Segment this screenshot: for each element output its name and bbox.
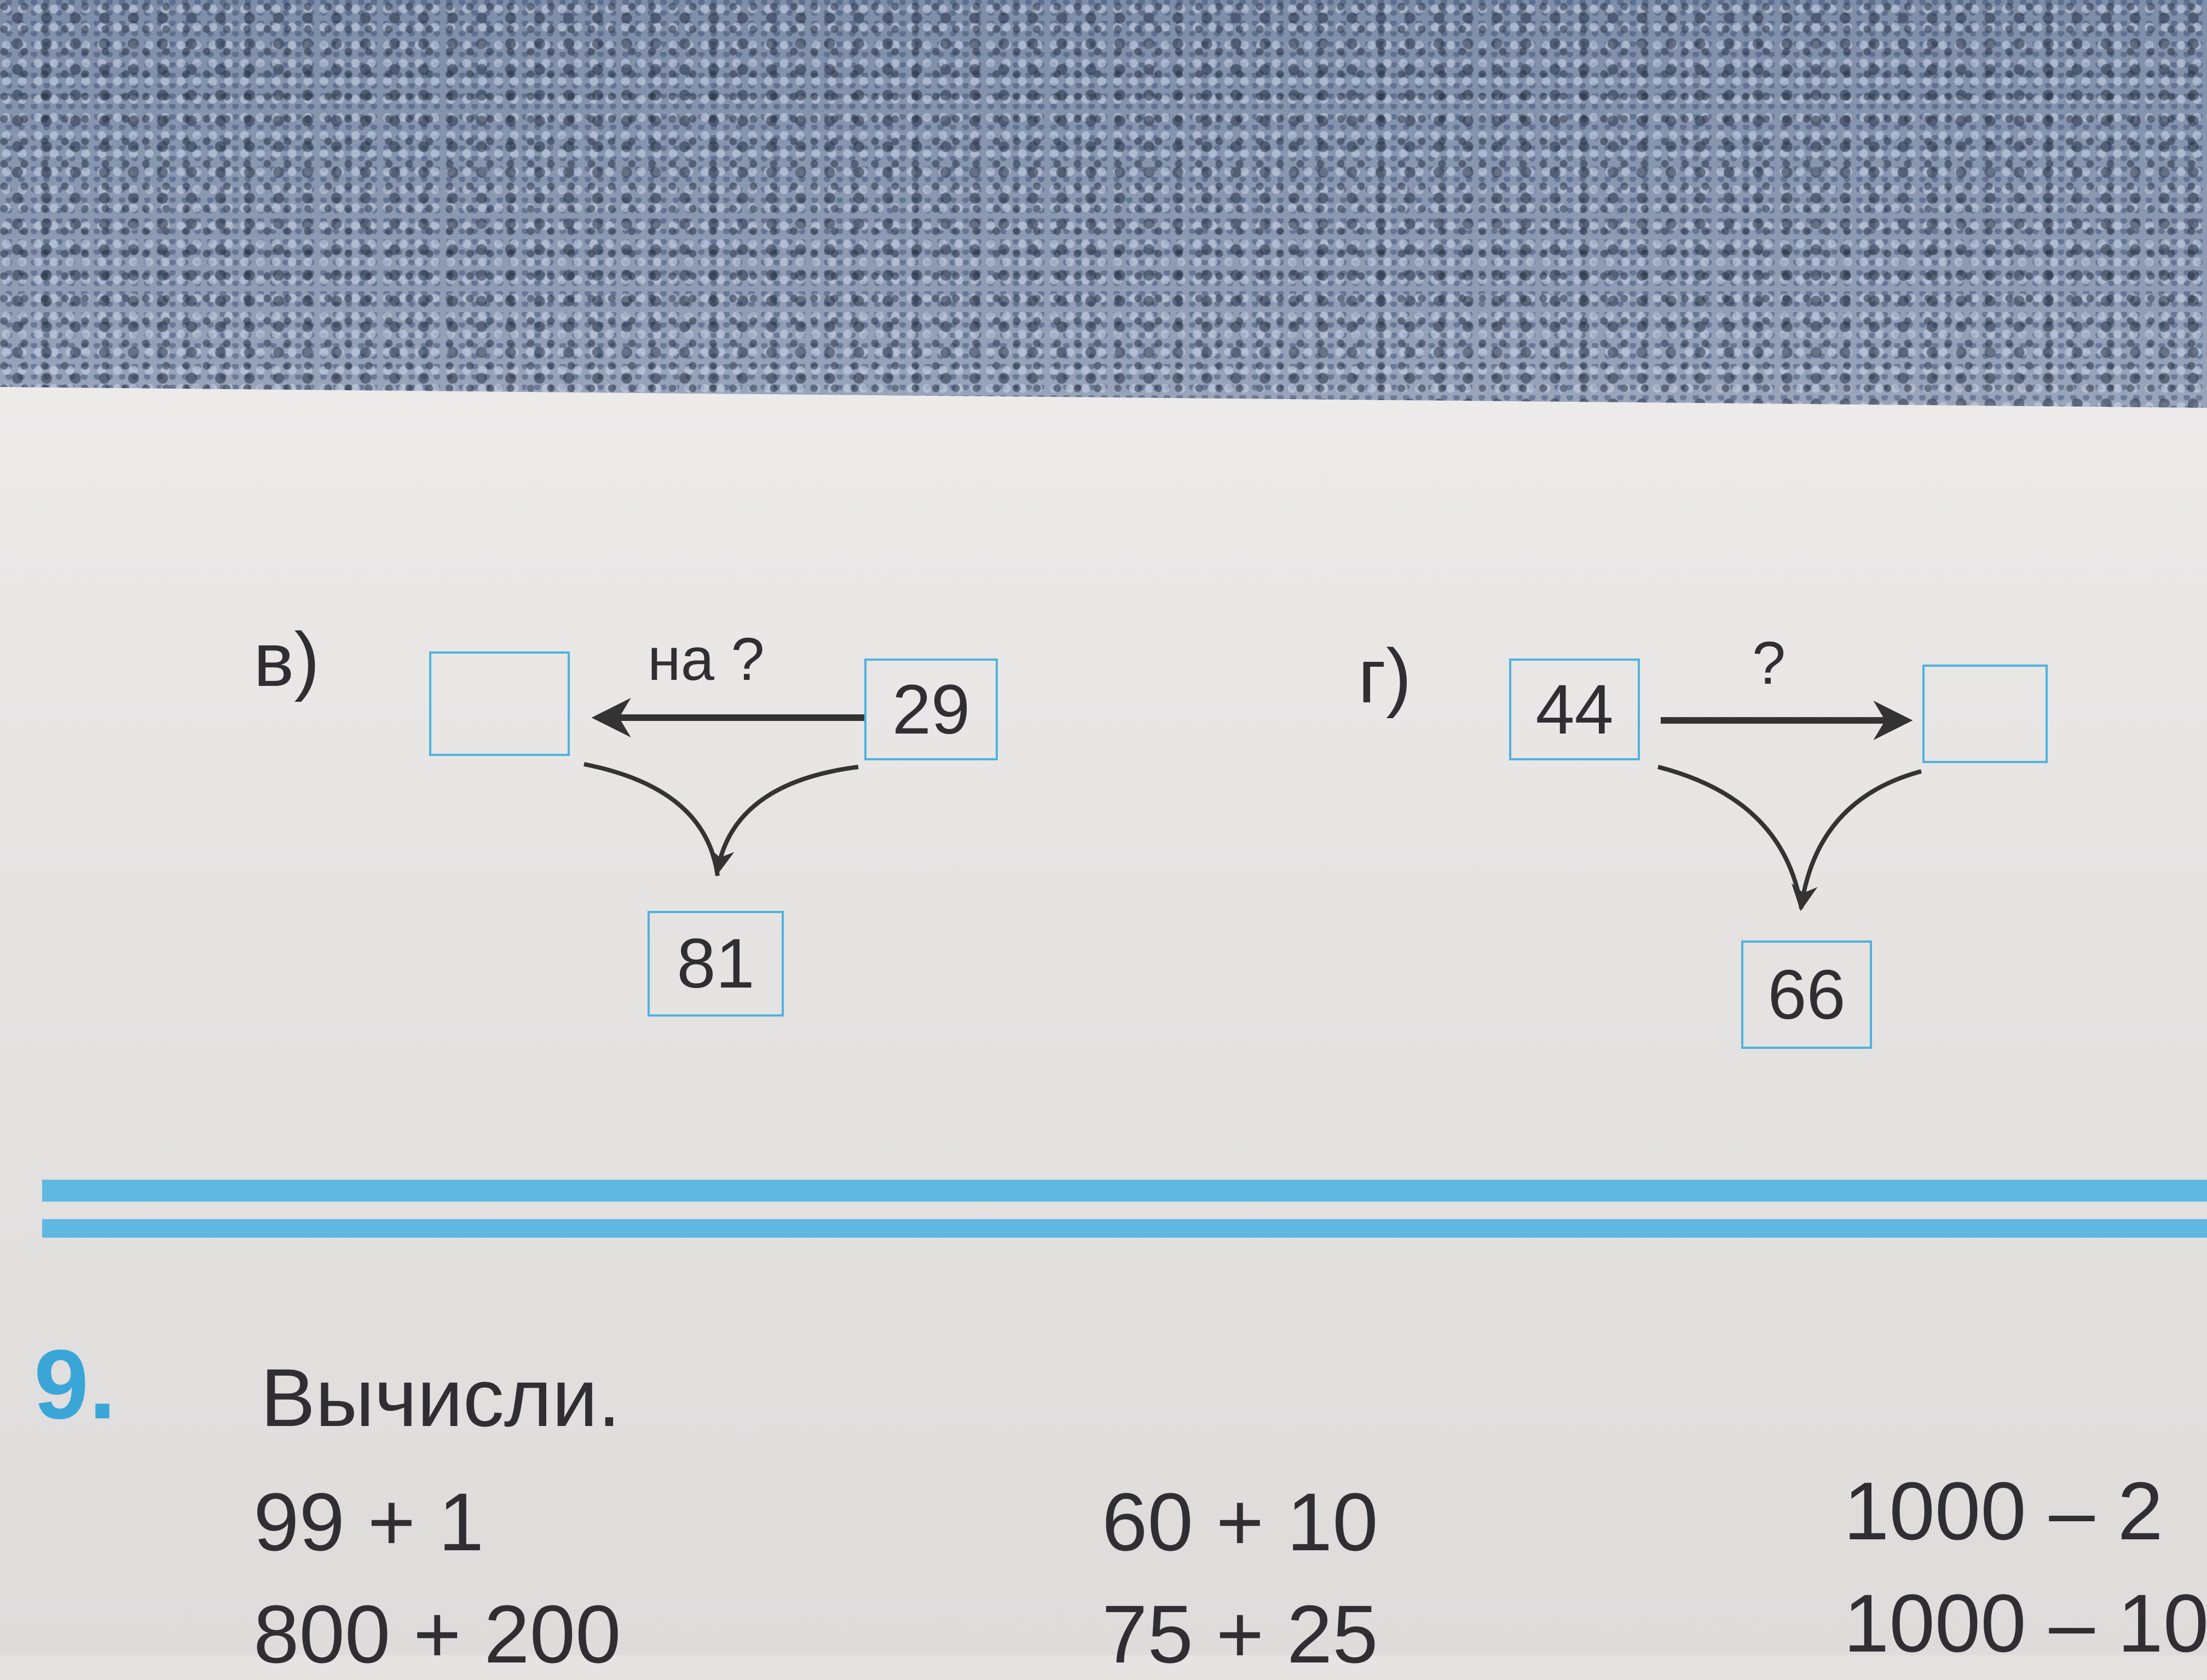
part-v-label: в)	[253, 616, 320, 702]
value-box-29: 29	[864, 659, 998, 760]
answer-box-g[interactable]	[1922, 665, 2048, 763]
value-box-81: 81	[648, 911, 784, 1017]
exercise-title: Вычисли.	[261, 1352, 621, 1444]
expression: 99 + 1	[253, 1476, 484, 1568]
value-box-44: 44	[1509, 659, 1640, 760]
expression: 75 + 25	[1102, 1588, 1378, 1680]
value-box-66: 66	[1741, 940, 1872, 1049]
answer-box-v[interactable]	[429, 651, 570, 756]
arrow-label-g: ?	[1752, 630, 1786, 697]
curve-arrow-left-g	[1657, 765, 1804, 909]
granite-countertop-background	[0, 0, 2207, 408]
curve-arrow-right-g	[1791, 769, 1922, 911]
section-divider-bottom	[42, 1219, 2207, 1238]
arrow-label-v: на ?	[648, 626, 765, 693]
exercise-number: 9.	[34, 1330, 117, 1440]
curve-arrow-left-v	[583, 762, 720, 876]
expression: 1000 – 10	[1844, 1577, 2207, 1669]
curve-arrow-right-v	[708, 765, 859, 876]
expression: 60 + 10	[1102, 1476, 1378, 1568]
part-g-label: г)	[1358, 633, 1412, 719]
textbook-page	[0, 387, 2207, 1655]
expression: 800 + 200	[253, 1588, 621, 1680]
section-divider-top	[42, 1180, 2207, 1202]
expression: 1000 – 2	[1844, 1465, 2163, 1557]
